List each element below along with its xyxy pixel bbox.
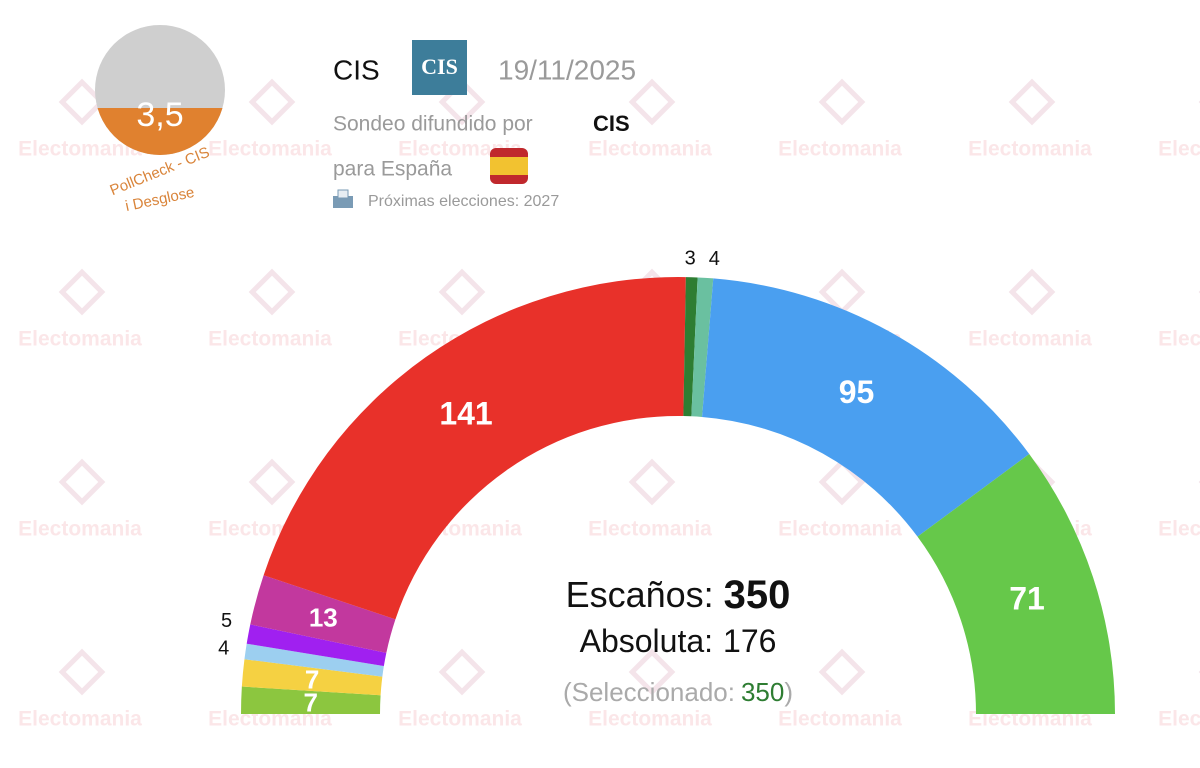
next-elections: Próximas elecciones: 2027 <box>368 193 559 210</box>
watermark-text: Electomania <box>398 708 522 731</box>
seat-segment <box>702 278 1030 537</box>
watermark-icon <box>248 78 296 126</box>
watermark-icon <box>58 648 106 696</box>
majority: 176 <box>723 623 776 659</box>
ballot-icon <box>333 189 353 208</box>
seats-line: Escaños: 350 <box>566 573 791 617</box>
watermark-text: Electomania <box>18 518 142 541</box>
watermark-icon <box>1008 78 1056 126</box>
watermark-icon <box>1008 268 1056 316</box>
pollster: CIS <box>333 54 380 85</box>
country: para España <box>333 158 452 181</box>
selected-label: (Seleccionado: <box>563 677 735 707</box>
score-badge: 3,5 PollCheck - CIS i Desglose <box>95 25 225 215</box>
watermark-text: Electomania <box>208 138 332 161</box>
seat-label: 71 <box>1009 580 1045 616</box>
majority-line: Absoluta: 176 <box>580 623 777 659</box>
logo-text: CIS <box>421 54 458 79</box>
majority-label: Absoluta: <box>580 623 713 659</box>
watermark-text: Electomania <box>1158 328 1200 351</box>
watermark-text: Electomania <box>588 518 712 541</box>
watermark-text: Electomania <box>778 708 902 731</box>
watermark-icon <box>438 268 486 316</box>
watermark-text: Electomania <box>208 328 332 351</box>
watermark-icon <box>628 78 676 126</box>
watermark-text: Electomania <box>778 138 902 161</box>
seat-segment <box>263 277 686 620</box>
watermark-icon <box>818 648 866 696</box>
seat-label: 7 <box>303 687 317 717</box>
seat-segment <box>241 659 383 696</box>
seat-label: 7 <box>305 664 319 694</box>
seat-segment <box>691 277 714 417</box>
seat-segment <box>246 624 387 667</box>
watermark-text: Electomania <box>18 708 142 731</box>
watermark-text: Electomania <box>18 138 142 161</box>
seat-label: 95 <box>839 374 875 410</box>
watermark-text: Electomania <box>1158 518 1200 541</box>
watermark-icon <box>248 458 296 506</box>
seat-label-outside: 4 <box>218 638 229 660</box>
watermark-icon <box>248 268 296 316</box>
seat-label-outside: 4 <box>709 248 720 270</box>
seat-segment <box>241 686 381 714</box>
spread-by: Sondeo difundido por <box>333 113 533 136</box>
watermarks: Electomania Electomania Electomania Electom… <box>18 78 1200 731</box>
badge-score: 3,5 <box>136 96 183 134</box>
seat-label: 13 <box>309 603 338 633</box>
seat-segment <box>683 277 698 417</box>
seat-label-outside: 3 <box>685 248 696 270</box>
watermark-text: Electomania <box>588 708 712 731</box>
watermark-text: Electomania <box>968 328 1092 351</box>
watermark-icon <box>58 268 106 316</box>
seat-label: 141 <box>439 395 492 431</box>
watermark-icon <box>58 458 106 506</box>
flag <box>490 148 528 184</box>
seat-segment <box>250 575 396 653</box>
seats-total: 350 <box>724 573 791 617</box>
watermark-icon <box>628 648 676 696</box>
watermark-icon <box>818 78 866 126</box>
seat-segment <box>917 453 1115 714</box>
watermark-text: Electomania <box>588 138 712 161</box>
selected: 350 <box>741 677 784 707</box>
watermark-icon <box>58 78 106 126</box>
poll-date: 19/11/2025 <box>498 54 636 85</box>
pollster-logo <box>412 40 467 95</box>
selected-line: (Seleccionado: 350) <box>563 677 793 707</box>
watermark-text: Electomania <box>1158 708 1200 731</box>
spread-by-name: CIS <box>593 111 630 136</box>
seats-label: Escaños: <box>566 574 714 615</box>
watermark-text: Electomania <box>778 518 902 541</box>
selected-close: ) <box>784 677 793 707</box>
watermark-text: Electomania <box>18 328 142 351</box>
watermark-icon <box>818 458 866 506</box>
watermark-icon <box>438 648 486 696</box>
watermark-text: Electomania <box>1158 138 1200 161</box>
seat-label-outside: 5 <box>221 610 232 632</box>
watermark-icon <box>628 458 676 506</box>
seat-segment <box>244 643 384 677</box>
watermark-icon <box>818 268 866 316</box>
watermark-text: Electomania <box>968 138 1092 161</box>
